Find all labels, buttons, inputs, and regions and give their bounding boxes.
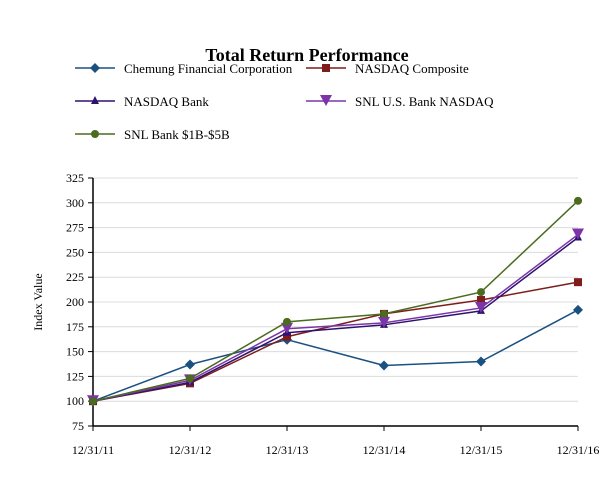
legend-marker xyxy=(90,63,100,73)
x-tick-label: 12/31/14 xyxy=(363,443,406,457)
y-tick-label: 175 xyxy=(66,320,84,334)
x-tick-label: 12/31/11 xyxy=(72,443,114,457)
chart-title: Total Return Performance xyxy=(205,45,408,65)
data-point xyxy=(186,374,194,383)
legend: Chemung Financial Corporation NASDAQ Comp… xyxy=(75,61,494,142)
legend-entry: SNL Bank $1B-$5B xyxy=(75,127,230,142)
series-chemung-financial-corporation xyxy=(88,304,583,407)
data-point xyxy=(185,359,195,370)
y-tick-label: 125 xyxy=(66,369,84,383)
data-point xyxy=(477,288,485,297)
data-point xyxy=(573,304,583,315)
data-point xyxy=(574,278,582,287)
data-point xyxy=(283,332,291,341)
data-point xyxy=(476,356,486,367)
legend-label: SNL U.S. Bank NASDAQ xyxy=(355,94,494,109)
y-tick-label: 325 xyxy=(66,171,84,185)
legend-marker xyxy=(91,130,99,138)
legend-label: Chemung Financial Corporation xyxy=(124,61,293,76)
series-line xyxy=(92,200,579,402)
y-tick-label: 275 xyxy=(66,221,84,235)
y-tick-label: 100 xyxy=(66,394,84,408)
data-point xyxy=(477,296,485,305)
y-tick-label: 300 xyxy=(66,196,84,210)
legend-entry: NASDAQ Bank xyxy=(75,94,209,109)
x-tick-label: 12/31/13 xyxy=(266,443,309,457)
series-snl-bank-1b-5b xyxy=(89,196,582,406)
series-line xyxy=(92,309,579,402)
y-tick-label: 75 xyxy=(72,419,84,433)
legend-label: NASDAQ Bank xyxy=(124,94,209,109)
data-point xyxy=(281,322,293,334)
gridlines xyxy=(93,177,578,402)
y-tick-label: 150 xyxy=(66,345,84,359)
legend-entry: NASDAQ Composite xyxy=(306,61,469,76)
x-tick-label: 12/31/15 xyxy=(460,443,503,457)
data-point xyxy=(378,316,390,328)
data-point xyxy=(283,317,291,326)
y-axis-label: Index Value xyxy=(31,273,45,330)
legend-marker xyxy=(320,95,332,106)
data-point xyxy=(380,309,388,318)
series-line xyxy=(92,236,579,402)
legend-marker xyxy=(91,96,99,104)
legend-entry: SNL U.S. Bank NASDAQ xyxy=(306,94,494,109)
data-point xyxy=(572,228,584,240)
legend-marker xyxy=(322,64,330,72)
legend-label: SNL Bank $1B-$5B xyxy=(124,127,230,142)
y-tick-label: 250 xyxy=(66,245,84,259)
data-point xyxy=(379,360,389,371)
axes: 75 100 125 150 175 200 225 250 275 300 325 12/31/11… xyxy=(66,171,599,457)
data-point xyxy=(475,301,487,313)
data-point xyxy=(574,196,582,205)
x-tick-label: 12/31/16 xyxy=(557,443,600,457)
series-line xyxy=(92,233,579,402)
legend-entry: Chemung Financial Corporation xyxy=(75,61,293,76)
series-group xyxy=(87,196,584,407)
data-point xyxy=(89,397,97,406)
x-tick-label: 12/31/12 xyxy=(169,443,212,457)
y-tick-label: 225 xyxy=(66,270,84,284)
legend-label: NASDAQ Composite xyxy=(355,61,469,76)
y-tick-label: 200 xyxy=(66,295,84,309)
